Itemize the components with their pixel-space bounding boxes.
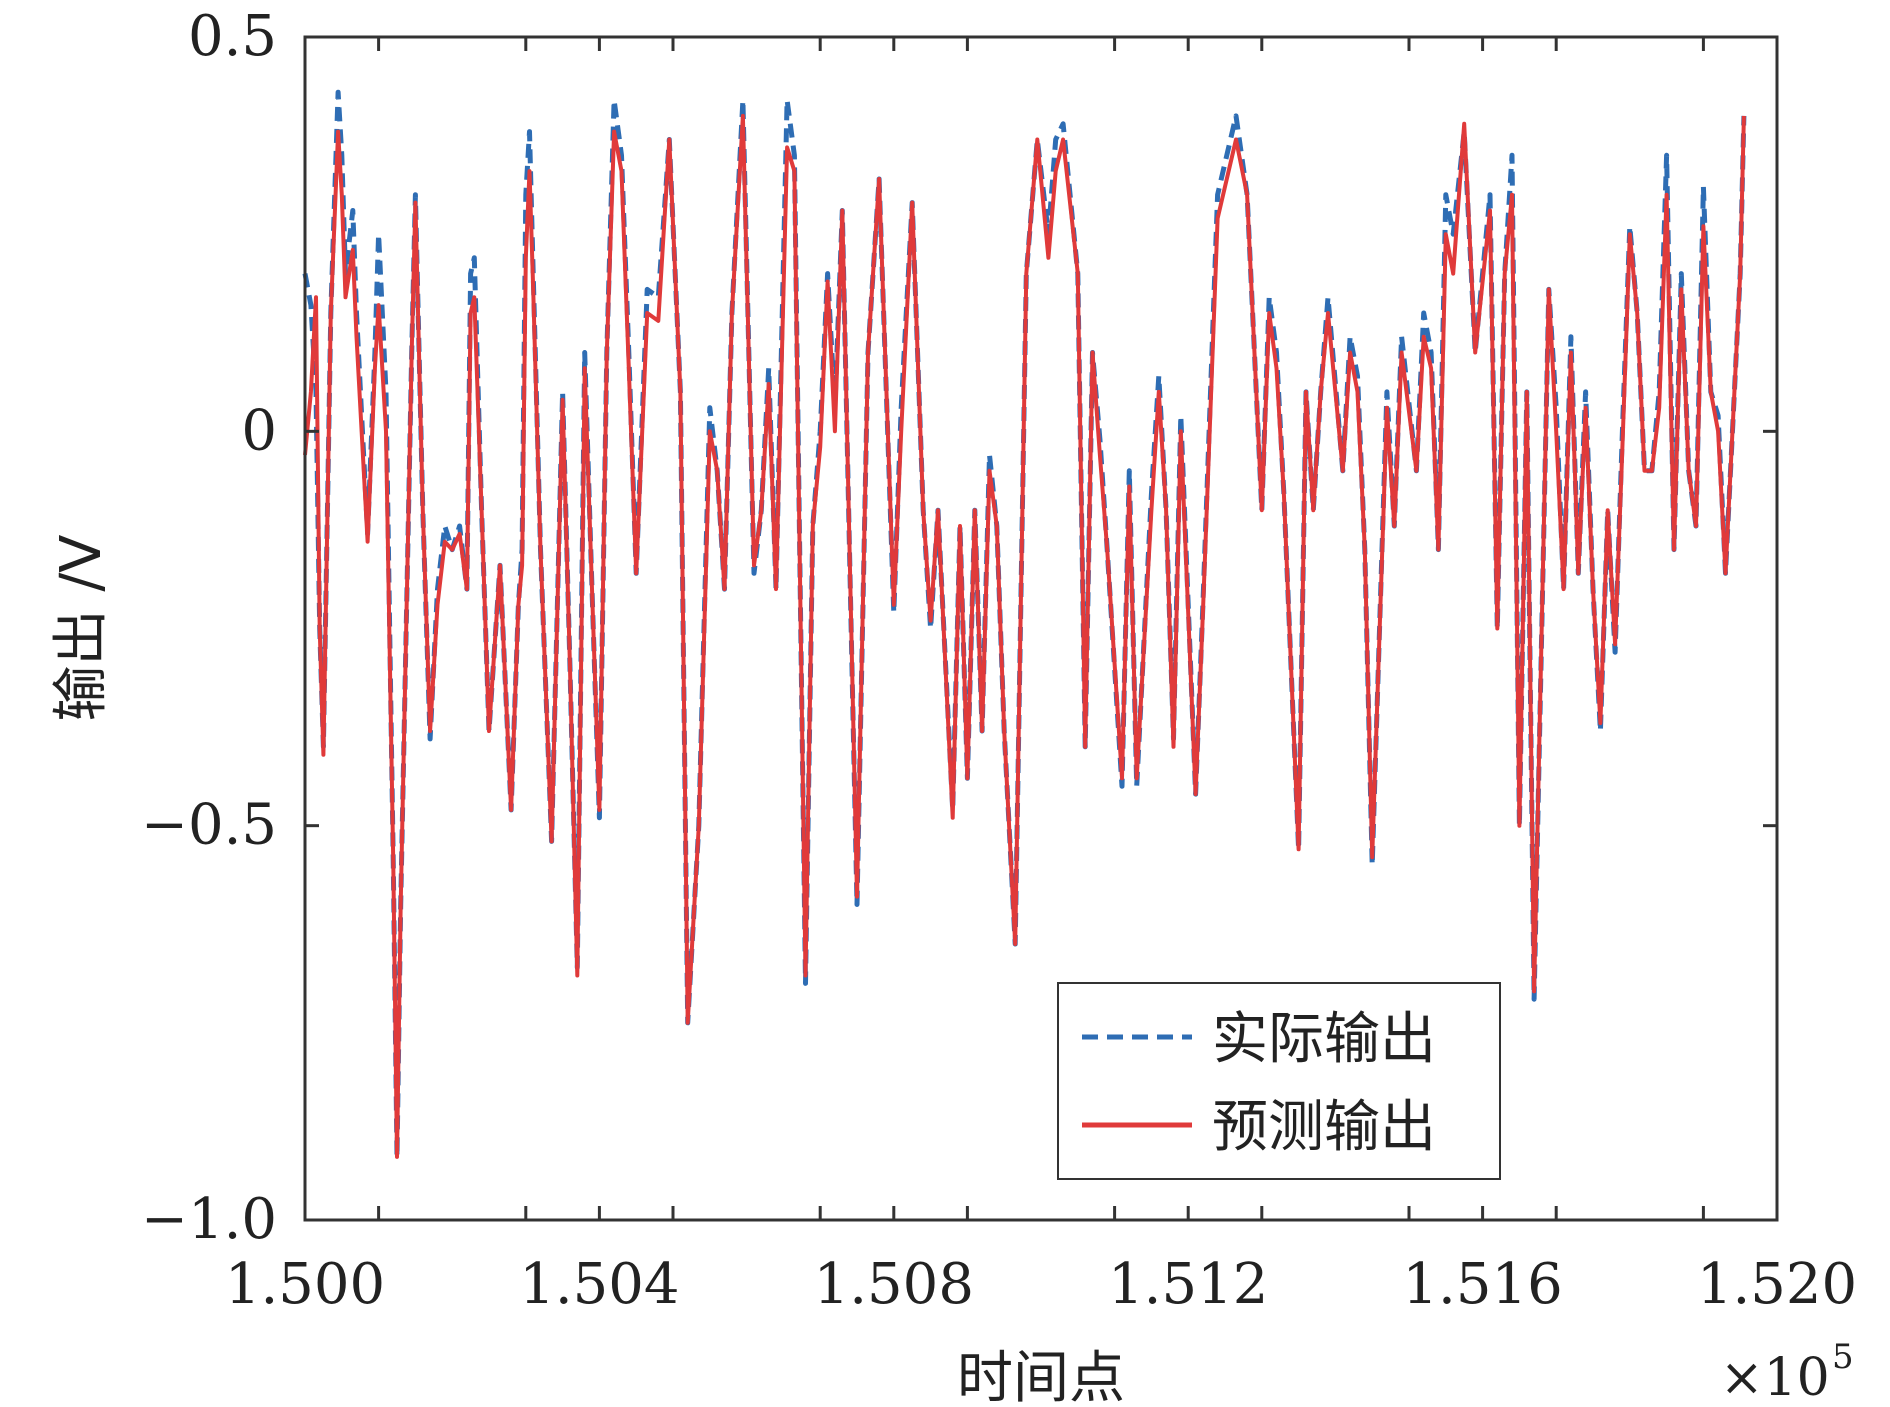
x-axis-title: 时间点 (957, 1346, 1125, 1407)
x-multiplier-base: ×10 (1720, 1348, 1830, 1407)
x-multiplier-exponent: 5 (1832, 1337, 1854, 1377)
x-tick-label: 1.520 (1697, 1252, 1857, 1317)
ticks-layer: 1.500 1.504 1.508 1.512 1.516 1.520 0.5 0 −0.5 −1… (141, 4, 1857, 1317)
y-tick-label: 0 (241, 398, 277, 463)
x-tick-label: 1.516 (1402, 1252, 1562, 1317)
x-tick-label: 1.512 (1108, 1252, 1268, 1317)
axes-box (303, 35, 1779, 1222)
x-tick-label: 1.500 (225, 1252, 385, 1317)
x-tick-label: 1.508 (814, 1252, 974, 1317)
y-tick-label: −0.5 (141, 793, 277, 858)
legend-label-actual: 实际输出 (1212, 1007, 1436, 1072)
y-tick-label: −1.0 (141, 1187, 277, 1252)
y-axis-title: 输出 /V (49, 535, 114, 722)
series-layer (302, 89, 1747, 1160)
x-tick-label: 1.504 (519, 1252, 679, 1317)
y-tick-label: 0.5 (188, 4, 277, 69)
legend-box (1057, 982, 1501, 1180)
legend: 实际输出 预测输出 (1057, 982, 1501, 1180)
x-axis-multiplier: ×10 5 (1720, 1337, 1854, 1407)
legend-label-predicted: 预测输出 (1212, 1095, 1436, 1160)
series-line-predicted (303, 113, 1746, 1159)
